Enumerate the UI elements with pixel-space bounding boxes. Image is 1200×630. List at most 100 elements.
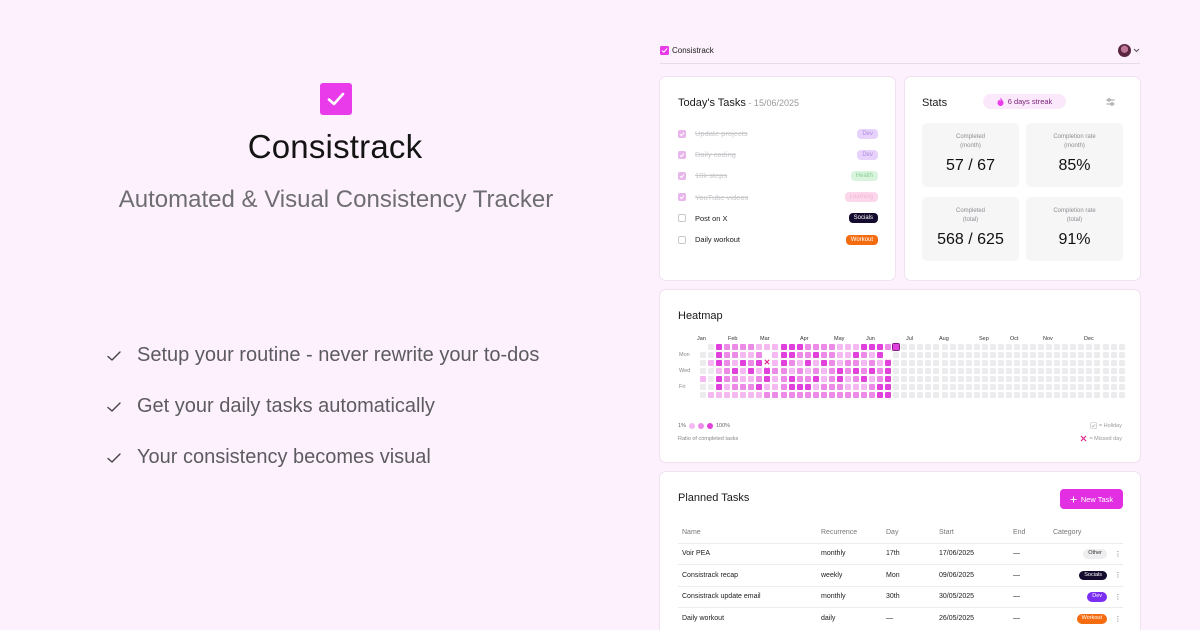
heatmap-cell[interactable] [997,352,1004,359]
heatmap-cell[interactable] [965,360,972,367]
heatmap-cell[interactable] [700,384,706,391]
heatmap-cell[interactable] [917,392,924,399]
heatmap-cell[interactable] [997,360,1004,367]
heatmap-cell[interactable] [788,392,795,399]
heatmap-cell[interactable] [716,344,723,350]
heatmap-cell[interactable] [1078,384,1085,391]
heatmap-cell[interactable] [885,392,892,399]
heatmap-cell[interactable] [989,376,996,383]
heatmap-cell[interactable] [1102,368,1109,375]
heatmap-cell[interactable] [1070,392,1077,399]
heatmap-cell[interactable] [965,392,972,399]
heatmap-cell[interactable] [852,368,859,375]
heatmap-cell[interactable] [917,360,924,367]
heatmap-cell[interactable] [917,368,924,375]
task-item[interactable]: Daily workout Workout [678,229,878,250]
heatmap-cell[interactable] [877,368,884,375]
heatmap-cell[interactable] [941,392,948,399]
heatmap-cell[interactable] [933,344,940,350]
heatmap-cell[interactable] [1094,352,1101,359]
heatmap-cell[interactable] [740,392,747,399]
heatmap-cell[interactable] [772,376,779,383]
heatmap-cell[interactable] [1038,384,1045,391]
heatmap-cell[interactable] [1094,368,1101,375]
heatmap-cell[interactable] [708,352,715,359]
heatmap-cell[interactable] [869,392,876,399]
heatmap-cell[interactable] [909,352,916,359]
heatmap-cell[interactable] [965,344,972,350]
heatmap-cell[interactable] [869,360,876,367]
heatmap-cell[interactable] [1038,368,1045,375]
heatmap-cell[interactable] [989,344,996,350]
heatmap-cell[interactable] [700,360,706,367]
heatmap-cell[interactable] [836,376,843,383]
heatmap-cell[interactable] [788,384,795,391]
heatmap-cell[interactable] [756,376,763,383]
heatmap-cell[interactable] [820,360,827,367]
task-item[interactable]: Post on X Socials [678,208,878,229]
heatmap-cell[interactable] [893,384,900,391]
heatmap-cell[interactable] [861,352,867,359]
heatmap-cell[interactable] [1094,376,1101,383]
heatmap-cell[interactable] [909,392,916,399]
task-checkbox[interactable] [678,150,686,159]
heatmap-cell[interactable] [804,376,811,383]
heatmap-cell[interactable] [716,384,723,391]
heatmap-cell[interactable] [780,360,787,367]
heatmap-cell[interactable] [812,352,819,359]
heatmap-cell[interactable] [1110,384,1117,391]
heatmap-cell[interactable] [869,376,876,383]
heatmap-cell[interactable] [989,368,996,375]
heatmap-cell[interactable] [724,384,731,391]
new-task-button[interactable]: New Task [1060,489,1123,509]
heatmap-cell[interactable] [989,384,996,391]
heatmap-cell[interactable] [708,368,715,375]
heatmap-cell[interactable] [1094,384,1101,391]
heatmap-cell[interactable] [901,376,908,383]
heatmap-cell[interactable] [949,376,956,383]
heatmap-cell[interactable] [852,344,859,350]
heatmap-cell[interactable] [1062,376,1069,383]
heatmap-cell[interactable] [1070,360,1077,367]
heatmap-cell[interactable] [1078,368,1085,375]
heatmap-cell[interactable] [1078,392,1085,399]
heatmap-cell[interactable] [740,344,747,350]
heatmap-cell[interactable] [1078,360,1085,367]
heatmap-cell[interactable] [820,384,827,391]
heatmap-cell[interactable] [804,368,811,375]
heatmap-cell[interactable] [1022,352,1028,359]
heatmap-cell[interactable] [1030,344,1037,350]
heatmap-cell[interactable] [828,392,835,399]
heatmap-cell[interactable] [1030,360,1037,367]
heatmap-cell[interactable] [1005,344,1012,350]
heatmap-cell[interactable] [933,352,940,359]
heatmap-cell[interactable] [1030,376,1037,383]
heatmap-cell[interactable] [1038,392,1045,399]
heatmap-cell[interactable] [756,368,763,375]
heatmap-cell[interactable] [716,368,723,375]
heatmap-cell[interactable] [852,392,859,399]
heatmap-cell[interactable] [700,392,706,399]
heatmap-cell[interactable] [989,360,996,367]
column-header-end[interactable]: End [1013,529,1026,537]
heatmap-cell[interactable] [917,352,924,359]
heatmap-cell[interactable] [981,384,988,391]
heatmap-cell[interactable] [925,376,932,383]
heatmap-cell[interactable] [1022,368,1028,375]
heatmap-cell[interactable] [1005,376,1012,383]
task-checkbox[interactable] [678,193,686,202]
heatmap-cell[interactable] [780,344,787,350]
heatmap-cell[interactable] [804,392,811,399]
heatmap-cell[interactable] [997,376,1004,383]
heatmap-cell[interactable] [973,384,980,391]
heatmap-cell[interactable] [852,360,859,367]
heatmap-cell[interactable] [861,392,867,399]
heatmap-cell[interactable] [965,352,972,359]
heatmap-cell[interactable] [780,352,787,359]
heatmap-cell[interactable] [1046,344,1053,350]
heatmap-cell[interactable] [1022,360,1028,367]
heatmap-cell[interactable] [1070,344,1077,350]
heatmap-cell[interactable] [844,384,851,391]
heatmap-cell[interactable] [700,376,706,383]
heatmap-cell[interactable] [732,384,739,391]
